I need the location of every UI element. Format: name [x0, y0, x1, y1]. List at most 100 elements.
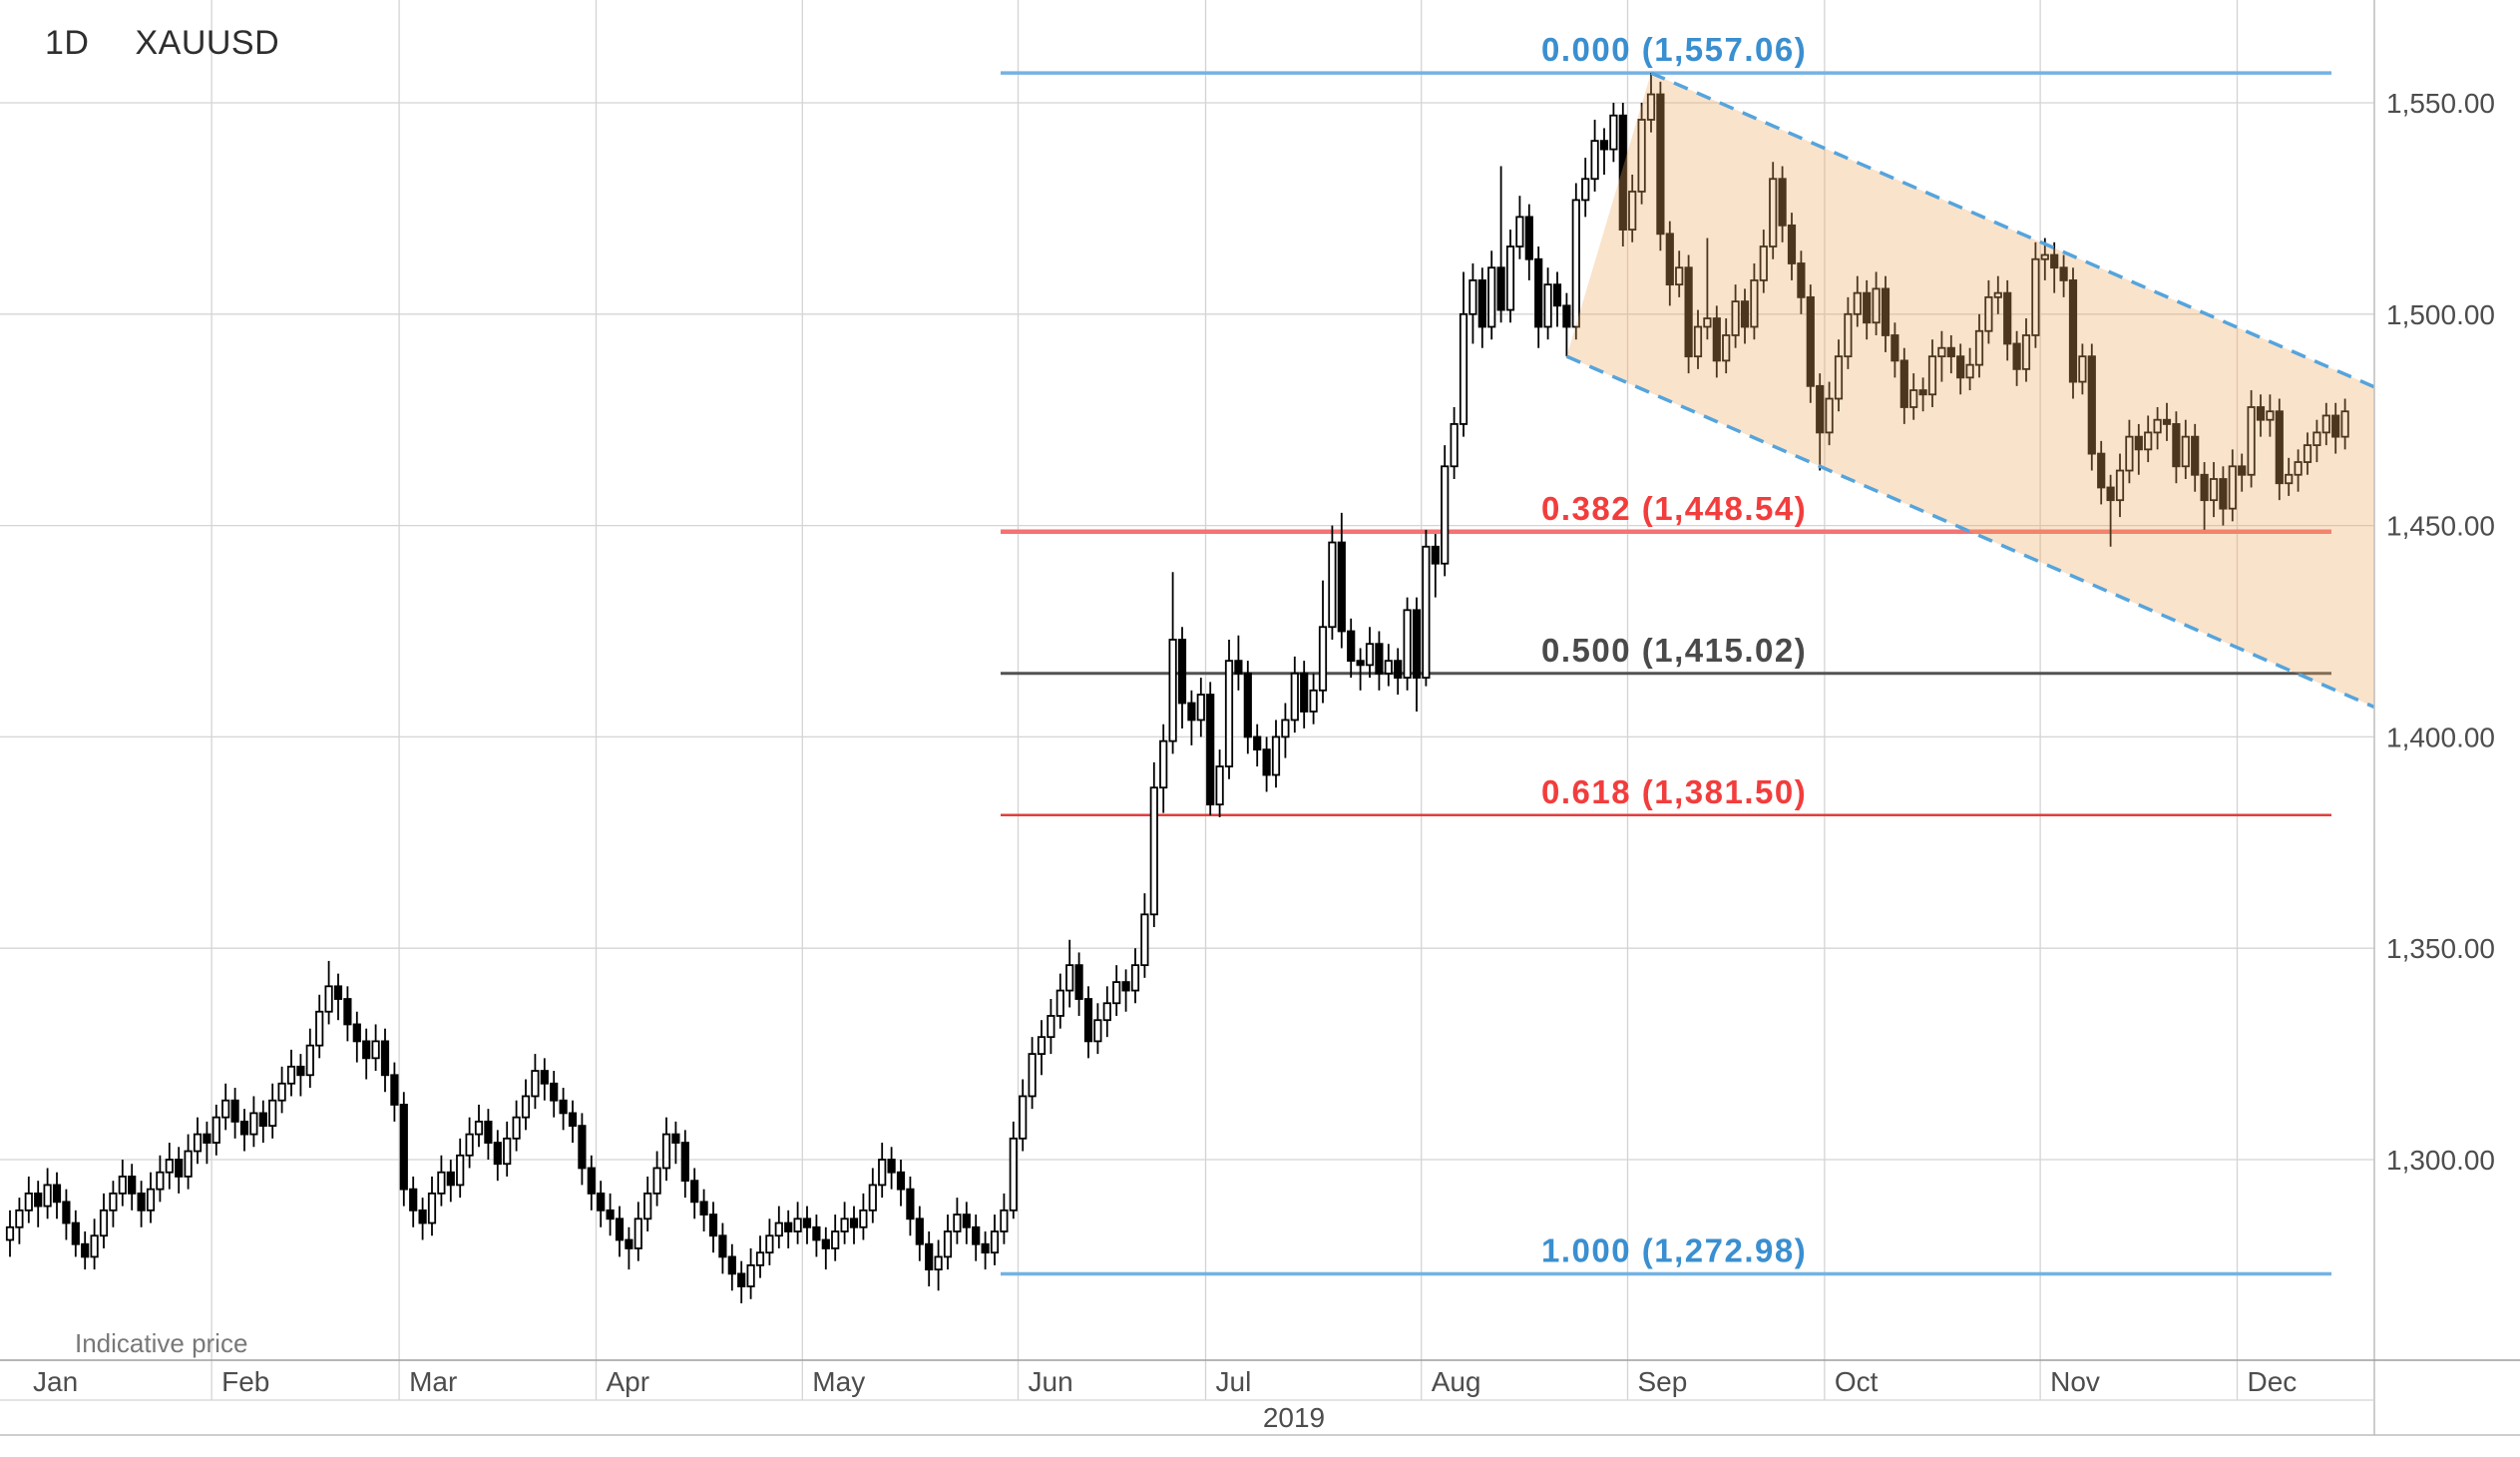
candle — [1534, 257, 1543, 328]
candle — [2125, 435, 2134, 472]
candle — [456, 1154, 465, 1187]
candle — [1965, 363, 1974, 379]
candle — [896, 1171, 906, 1191]
candle — [868, 1184, 877, 1212]
candle — [1243, 672, 1252, 738]
candle — [2012, 342, 2021, 370]
month-tick-label: Nov — [2050, 1366, 2100, 1397]
candle — [2172, 423, 2181, 468]
candle — [878, 1159, 887, 1187]
candle — [484, 1120, 493, 1144]
candle — [540, 1070, 549, 1085]
candle — [1253, 735, 1262, 751]
candle — [1693, 325, 1703, 358]
fib-labels-layer: 0.000 (1,557.06) 0.382 (1,448.54) 0.500 (1… — [1541, 31, 1807, 1268]
candle — [1403, 609, 1412, 679]
candle — [1712, 317, 1721, 362]
candle — [1196, 694, 1205, 722]
candle — [1000, 1209, 1009, 1232]
candle — [1469, 279, 1477, 315]
candle — [380, 1040, 390, 1077]
fib-label-1.000: 1.000 (1,272.98) — [1541, 1231, 1807, 1268]
candle — [1759, 245, 1768, 281]
candle — [2144, 431, 2153, 451]
candle — [606, 1209, 615, 1220]
candle — [718, 1234, 727, 1258]
channel-lower-dashed-line — [1565, 354, 2375, 710]
month-tick-label: Dec — [2248, 1366, 2298, 1397]
candle — [1599, 140, 1609, 151]
candle — [2115, 469, 2125, 502]
candle — [1422, 545, 1431, 679]
candle — [1562, 304, 1571, 328]
candle — [840, 1217, 849, 1232]
candle — [765, 1234, 774, 1254]
candle — [1881, 287, 1890, 336]
candle — [156, 1171, 165, 1191]
candles-layer — [5, 73, 2349, 1304]
candle — [559, 1099, 568, 1115]
candle — [2021, 334, 2031, 370]
candle — [1224, 660, 1234, 767]
candle — [1740, 300, 1750, 328]
month-tick-label: Aug — [1432, 1366, 1481, 1397]
candle — [1347, 630, 1356, 663]
month-tick-label: Jan — [33, 1366, 78, 1397]
candle — [2331, 414, 2340, 438]
candle — [746, 1264, 755, 1287]
candle — [1037, 1036, 1047, 1056]
candle — [774, 1221, 783, 1237]
candle — [962, 1214, 971, 1228]
candle — [755, 1251, 765, 1266]
candle — [2275, 410, 2284, 485]
candle — [1703, 317, 1712, 328]
candle — [1825, 397, 1834, 434]
candle — [1834, 355, 1844, 400]
candle — [615, 1217, 625, 1241]
candle — [981, 1242, 990, 1254]
candle — [2106, 486, 2115, 502]
candle — [315, 1010, 324, 1047]
candle — [934, 1255, 943, 1271]
candle — [2200, 473, 2209, 502]
candle — [1543, 283, 1552, 328]
candle — [24, 1192, 33, 1212]
candle — [925, 1242, 934, 1271]
candle — [1684, 266, 1693, 358]
candle — [1899, 359, 1908, 408]
candle — [2321, 414, 2330, 434]
candle — [906, 1188, 915, 1220]
candle — [1168, 639, 1177, 742]
candle — [1665, 233, 1674, 286]
candle — [821, 1238, 830, 1249]
candle — [802, 1217, 812, 1228]
candle — [1083, 998, 1093, 1043]
candle — [418, 1209, 427, 1224]
candle — [1722, 334, 1731, 362]
candle — [333, 985, 343, 1000]
candle — [1412, 609, 1422, 679]
candle — [727, 1255, 736, 1275]
candle — [268, 1099, 277, 1128]
candle — [305, 1044, 314, 1077]
candle — [230, 1099, 239, 1123]
year-label: 2019 — [1263, 1402, 1325, 1433]
candle — [221, 1099, 230, 1119]
candle — [1918, 389, 1927, 396]
candle — [1112, 981, 1121, 1005]
candle — [184, 1150, 193, 1178]
candle — [43, 1184, 52, 1208]
candle — [699, 1201, 708, 1215]
candle — [2219, 478, 2228, 510]
candle — [1750, 279, 1759, 328]
candle — [5, 1225, 15, 1241]
candle — [915, 1217, 924, 1245]
candle — [1769, 178, 1778, 247]
candle — [1956, 355, 1965, 379]
candle — [2162, 418, 2172, 425]
candle — [1872, 287, 1881, 324]
candle — [2068, 279, 2078, 383]
candle — [2040, 253, 2049, 260]
